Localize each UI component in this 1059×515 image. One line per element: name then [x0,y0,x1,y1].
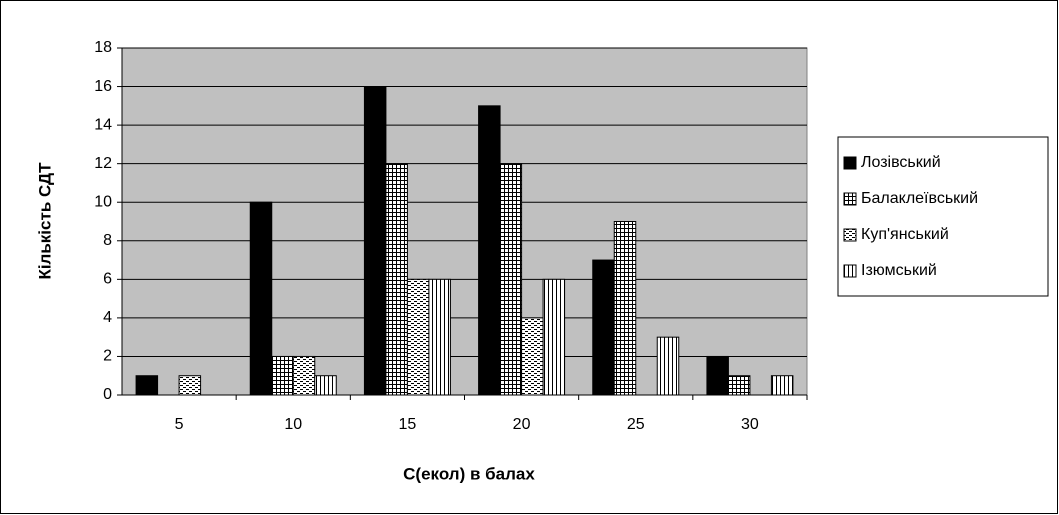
bar [178,375,202,396]
bar [592,259,615,396]
y-tick-label: 6 [103,271,112,288]
bar [292,355,316,396]
bar [314,375,337,396]
x-tick-label: 25 [627,416,645,433]
bar [271,355,294,396]
y-tick-label: 10 [94,193,112,210]
legend-label: Куп'янський [861,226,949,243]
bar [521,317,544,396]
legend-label: Лозівський [861,154,941,171]
legend-swatch [843,192,857,206]
bar [428,278,451,396]
y-tick-label: 18 [94,39,112,56]
y-tick-label: 16 [94,78,112,95]
x-tick-label: 10 [284,416,302,433]
y-axis-label: Кількість СДТ [35,162,54,280]
x-tick-label: 30 [741,416,759,433]
x-tick-label: 20 [513,416,531,433]
y-tick-label: 12 [94,155,112,172]
legend-swatch [843,228,857,242]
bar [478,105,501,396]
bar [706,355,729,396]
x-tick-label: 5 [175,416,184,433]
bar [249,201,273,396]
y-tick-label: 8 [103,232,112,249]
bar [613,221,637,396]
bar [727,375,751,396]
legend-label: Ізюмський [861,262,937,279]
y-tick-label: 2 [103,348,112,365]
y-tick-label: 0 [103,386,112,403]
legend-label: Балаклеївський [861,190,978,207]
legend-swatch [843,156,857,170]
bar [406,278,430,396]
bar [385,163,408,396]
bar [542,278,566,396]
x-tick-label: 15 [399,416,417,433]
bar [135,375,159,396]
bar [656,336,680,396]
x-axis-label: С(екол) в балах [403,464,535,483]
legend-swatch [843,264,857,278]
legend [837,136,1049,297]
y-tick-label: 4 [103,309,112,326]
bar [499,163,523,396]
bar [770,375,794,396]
y-tick-label: 14 [94,116,112,133]
plot-area [121,47,808,396]
bar [363,86,387,396]
